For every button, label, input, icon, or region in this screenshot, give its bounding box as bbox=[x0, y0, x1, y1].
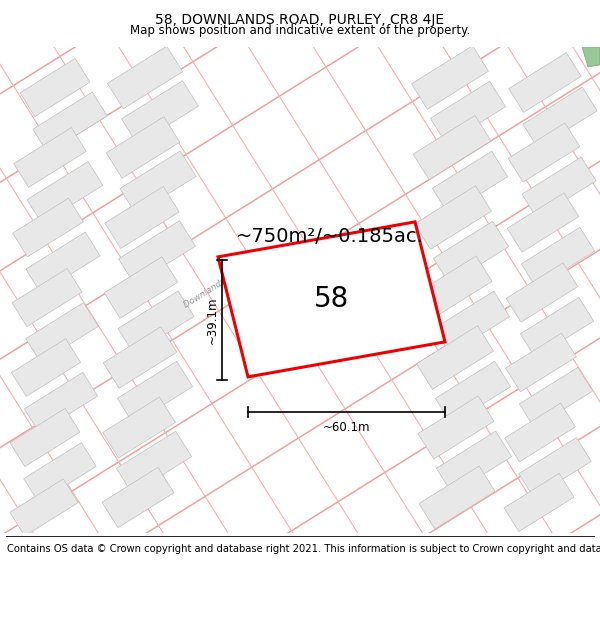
Polygon shape bbox=[105, 186, 179, 249]
Text: Map shows position and indicative extent of the property.: Map shows position and indicative extent… bbox=[130, 24, 470, 36]
Polygon shape bbox=[523, 87, 597, 148]
Text: Contains OS data © Crown copyright and database right 2021. This information is : Contains OS data © Crown copyright and d… bbox=[7, 544, 600, 554]
Polygon shape bbox=[11, 339, 80, 396]
Polygon shape bbox=[25, 372, 98, 432]
Text: 58, DOWNLANDS ROAD, PURLEY, CR8 4JE: 58, DOWNLANDS ROAD, PURLEY, CR8 4JE bbox=[155, 13, 445, 27]
Polygon shape bbox=[218, 222, 445, 377]
Polygon shape bbox=[509, 52, 581, 112]
Polygon shape bbox=[508, 123, 580, 182]
Polygon shape bbox=[506, 333, 577, 392]
Polygon shape bbox=[430, 81, 506, 144]
Polygon shape bbox=[505, 403, 575, 462]
Polygon shape bbox=[10, 408, 80, 467]
Polygon shape bbox=[436, 361, 511, 424]
Text: ~750m²/~0.185ac.: ~750m²/~0.185ac. bbox=[236, 228, 424, 246]
Polygon shape bbox=[413, 116, 491, 179]
Polygon shape bbox=[507, 193, 579, 252]
Polygon shape bbox=[118, 291, 194, 354]
Polygon shape bbox=[107, 46, 182, 109]
Polygon shape bbox=[521, 228, 595, 288]
Polygon shape bbox=[416, 256, 492, 319]
Polygon shape bbox=[419, 466, 495, 529]
Polygon shape bbox=[416, 326, 493, 389]
Polygon shape bbox=[116, 431, 191, 494]
Polygon shape bbox=[412, 46, 488, 109]
Polygon shape bbox=[436, 431, 512, 494]
Polygon shape bbox=[20, 58, 90, 117]
Polygon shape bbox=[119, 221, 196, 284]
Polygon shape bbox=[433, 151, 508, 214]
Polygon shape bbox=[520, 298, 593, 358]
Text: ~39.1m: ~39.1m bbox=[205, 296, 218, 344]
Polygon shape bbox=[27, 161, 103, 224]
Text: Downlands Road: Downlands Road bbox=[182, 264, 248, 310]
Polygon shape bbox=[13, 198, 83, 257]
Polygon shape bbox=[26, 302, 98, 362]
Polygon shape bbox=[506, 263, 578, 322]
Text: ~60.1m: ~60.1m bbox=[323, 421, 370, 434]
Polygon shape bbox=[33, 92, 107, 153]
Polygon shape bbox=[504, 473, 574, 532]
Polygon shape bbox=[102, 468, 174, 528]
Polygon shape bbox=[118, 361, 193, 424]
Polygon shape bbox=[103, 397, 175, 458]
Polygon shape bbox=[103, 327, 177, 388]
Polygon shape bbox=[106, 117, 180, 178]
Text: 58: 58 bbox=[314, 286, 349, 313]
Polygon shape bbox=[415, 186, 491, 249]
Polygon shape bbox=[433, 221, 509, 284]
Polygon shape bbox=[26, 232, 100, 293]
Polygon shape bbox=[520, 368, 593, 428]
Polygon shape bbox=[24, 442, 96, 503]
Polygon shape bbox=[12, 268, 82, 327]
Polygon shape bbox=[120, 151, 196, 214]
Polygon shape bbox=[104, 257, 178, 318]
Polygon shape bbox=[522, 157, 596, 218]
Polygon shape bbox=[434, 291, 509, 354]
Polygon shape bbox=[10, 479, 78, 536]
Polygon shape bbox=[418, 396, 494, 459]
Polygon shape bbox=[122, 81, 199, 144]
Polygon shape bbox=[14, 127, 86, 188]
Polygon shape bbox=[582, 47, 600, 67]
Polygon shape bbox=[519, 438, 591, 498]
